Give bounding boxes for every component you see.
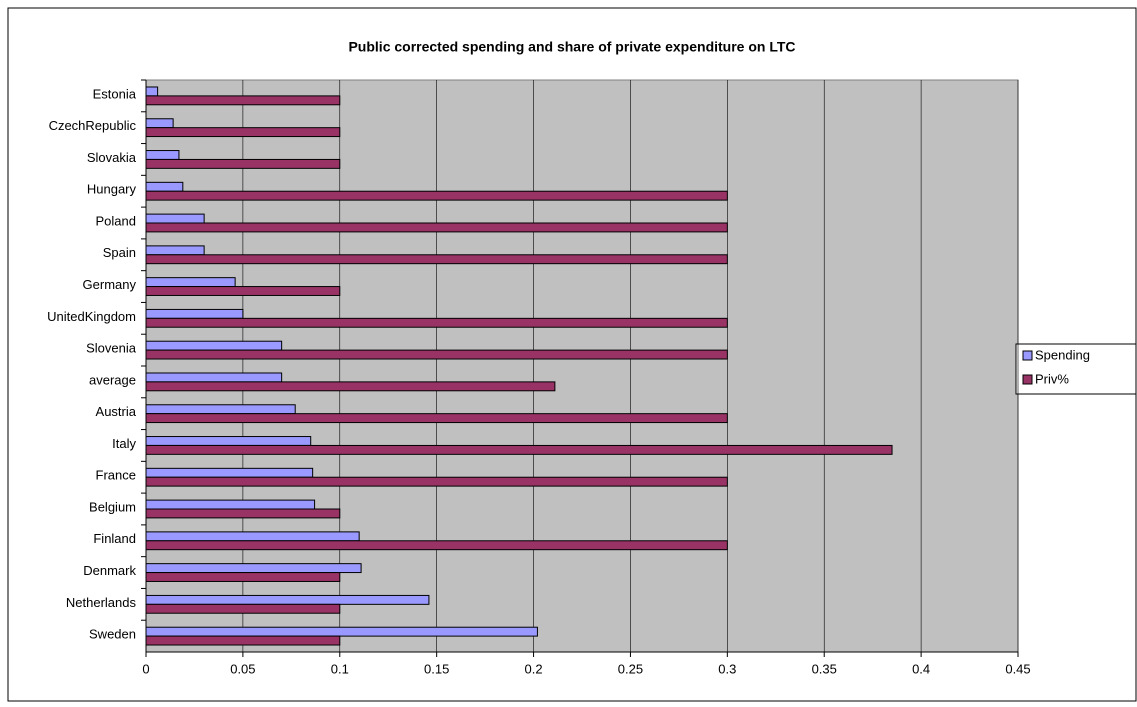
y-tick-label: Hungary — [87, 182, 137, 197]
bar — [145, 467, 314, 478]
bar — [145, 436, 312, 446]
y-tick-label: Finland — [93, 531, 136, 546]
bar — [145, 254, 728, 265]
bar — [145, 95, 341, 106]
x-tick-label: 0.15 — [424, 661, 449, 676]
y-tick-label: Germany — [83, 277, 137, 292]
legend-label: Priv% — [1035, 371, 1069, 386]
bar — [145, 444, 893, 455]
y-tick-label: UnitedKingdom — [47, 309, 136, 324]
bar — [145, 603, 341, 614]
x-tick-label: 0.25 — [618, 661, 643, 676]
legend-swatch — [1022, 374, 1033, 385]
y-tick-label: Slovenia — [86, 341, 137, 356]
bar — [145, 317, 728, 328]
bar — [145, 86, 159, 97]
y-tick-label: Denmark — [83, 563, 136, 578]
bar — [145, 213, 205, 224]
y-tick-label: Sweden — [89, 627, 136, 642]
x-tick-label: 0.05 — [230, 661, 255, 676]
x-tick-label: 0.2 — [525, 661, 543, 676]
y-tick-label: Netherlands — [66, 595, 137, 610]
bar — [145, 508, 341, 519]
y-tick-label: Slovakia — [87, 150, 137, 165]
y-tick-label: CzechRepublic — [49, 118, 137, 133]
bar — [145, 635, 341, 646]
y-tick-label: Estonia — [93, 86, 137, 101]
x-tick-label: 0.4 — [912, 661, 930, 676]
legend-swatch — [1022, 350, 1033, 361]
bar — [145, 372, 283, 383]
x-tick-label: 0 — [142, 661, 149, 676]
bar — [145, 404, 296, 415]
bar — [145, 277, 236, 288]
y-tick-label: Italy — [112, 436, 136, 451]
legend-label: Spending — [1035, 347, 1090, 362]
y-tick-label: Poland — [96, 213, 136, 228]
y-tick-label: Spain — [103, 245, 136, 260]
bar — [145, 381, 556, 392]
bar — [145, 499, 316, 510]
y-tick-label: Austria — [96, 404, 137, 419]
bar — [145, 308, 244, 319]
bar — [145, 222, 728, 233]
bar — [145, 127, 341, 138]
bar — [145, 118, 174, 129]
x-tick-label: 0.45 — [1005, 661, 1030, 676]
bar — [145, 540, 728, 551]
y-tick-label: Belgium — [89, 499, 136, 514]
bar — [145, 413, 728, 424]
chart-title: Public corrected spending and share of p… — [348, 39, 795, 55]
plot-area — [145, 79, 1019, 653]
bar — [145, 245, 205, 256]
bar — [145, 349, 728, 360]
y-tick-label: average — [89, 372, 136, 387]
bar — [145, 626, 538, 637]
x-tick-label: 0.1 — [331, 661, 349, 676]
legend — [1015, 343, 1137, 395]
bar — [145, 340, 283, 351]
bar — [145, 190, 728, 201]
x-tick-label: 0.3 — [718, 661, 736, 676]
bar — [145, 594, 430, 605]
bar — [145, 181, 184, 192]
bar — [145, 158, 341, 169]
bar — [145, 150, 180, 160]
bar — [145, 531, 360, 542]
bar — [145, 563, 362, 574]
x-tick-label: 0.35 — [812, 661, 837, 676]
y-tick-label: France — [96, 468, 136, 483]
bar — [145, 476, 728, 487]
bar — [145, 572, 341, 582]
bar — [145, 286, 341, 296]
